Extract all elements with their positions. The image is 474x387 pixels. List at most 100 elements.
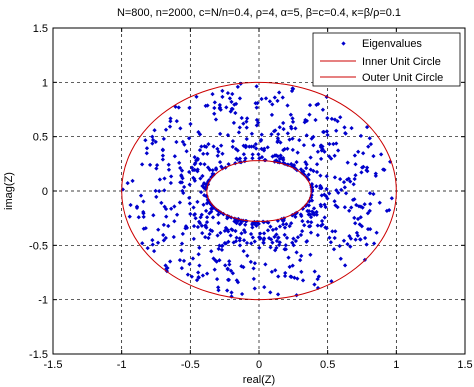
eigenvalue-point bbox=[205, 165, 211, 170]
eigenvalue-point bbox=[145, 246, 150, 251]
eigenvalue-point bbox=[195, 199, 200, 205]
eigenvalue-point bbox=[253, 101, 258, 106]
eigenvalue-point bbox=[150, 237, 155, 243]
eigenvalue-point bbox=[285, 146, 290, 151]
eigenvalue-point bbox=[225, 227, 230, 233]
eigenvalue-point bbox=[241, 143, 246, 148]
eigenvalue-point bbox=[281, 126, 286, 132]
eigenvalue-point bbox=[295, 276, 300, 281]
eigenvalue-point bbox=[293, 238, 298, 244]
eigenvalue-point bbox=[162, 204, 167, 209]
eigenvalue-point bbox=[232, 219, 237, 224]
eigenvalue-point bbox=[254, 146, 259, 151]
eigenvalue-point bbox=[241, 249, 246, 254]
eigenvalue-point bbox=[259, 146, 264, 151]
x-tick-label: -1 bbox=[117, 359, 127, 371]
eigenvalue-point bbox=[353, 221, 358, 226]
eigenvalue-point bbox=[252, 286, 257, 291]
eigenvalue-point bbox=[304, 239, 309, 244]
eigenvalue-point bbox=[220, 88, 225, 94]
eigenvalue-point bbox=[287, 137, 292, 142]
eigenvalue-point bbox=[336, 148, 341, 153]
eigenvalue-point bbox=[194, 94, 199, 99]
eigenvalue-point bbox=[239, 291, 245, 297]
eigenvalue-point bbox=[311, 143, 316, 148]
eigenvalue-point bbox=[324, 174, 329, 179]
eigenvalue-point bbox=[298, 212, 303, 217]
eigenvalue-point bbox=[322, 215, 327, 220]
eigenvalue-point bbox=[277, 224, 283, 229]
eigenvalue-point bbox=[160, 153, 166, 158]
eigenvalue-point bbox=[330, 229, 335, 234]
eigenvalue-point bbox=[200, 273, 206, 278]
y-tick-label: 0.5 bbox=[33, 132, 48, 144]
eigenvalue-point bbox=[248, 231, 254, 237]
eigenvalue-point bbox=[287, 224, 292, 229]
eigenvalue-point bbox=[206, 142, 211, 147]
eigenvalue-point bbox=[362, 235, 368, 241]
eigenvalue-point bbox=[318, 204, 324, 209]
eigenvalue-point bbox=[150, 242, 155, 247]
eigenvalue-point bbox=[275, 292, 281, 297]
legend-label-inner-circle: Inner Unit Circle bbox=[362, 56, 441, 68]
eigenvalue-point bbox=[191, 223, 197, 229]
eigenvalue-point bbox=[283, 270, 288, 276]
eigenvalue-point bbox=[179, 241, 185, 246]
eigenvalue-point bbox=[359, 224, 365, 229]
eigenvalue-point bbox=[295, 150, 300, 155]
eigenvalue-point bbox=[213, 166, 219, 171]
circles bbox=[121, 81, 397, 301]
eigenvalue-point bbox=[356, 149, 361, 154]
eigenvalue-point bbox=[237, 125, 242, 130]
eigenvalue-point bbox=[312, 282, 317, 287]
eigenvalue-point bbox=[300, 278, 306, 283]
eigenvalue-point bbox=[177, 160, 182, 165]
eigenvalue-point bbox=[294, 159, 299, 165]
x-tick-label: -1.5 bbox=[44, 359, 63, 371]
eigenvalue-point bbox=[306, 209, 312, 214]
legend-label-outer-circle: Outer Unit Circle bbox=[362, 72, 443, 84]
eigenvalue-point bbox=[275, 154, 280, 159]
eigenvalue-point bbox=[210, 168, 215, 173]
eigenvalue-point bbox=[163, 235, 168, 241]
eigenvalue-point bbox=[319, 148, 324, 153]
eigenvalue-point bbox=[374, 230, 379, 235]
eigenvalue-point bbox=[152, 128, 157, 133]
eigenvalue-point bbox=[205, 271, 210, 276]
eigenvalue-point bbox=[290, 263, 295, 268]
x-tick-label: -0.5 bbox=[181, 359, 200, 371]
eigenvalue-point bbox=[197, 132, 203, 137]
eigenvalue-point bbox=[203, 224, 208, 229]
eigenvalue-point bbox=[284, 235, 290, 241]
eigenvalue-point bbox=[168, 259, 173, 264]
eigenvalue-point bbox=[181, 184, 187, 190]
eigenvalue-point bbox=[262, 146, 267, 151]
eigenvalue-point bbox=[257, 156, 262, 161]
outer-unit-circle bbox=[121, 81, 397, 301]
eigenvalue-point bbox=[182, 142, 187, 147]
eigenvalue-point bbox=[171, 234, 176, 240]
eigenvalue-point bbox=[220, 94, 225, 99]
eigenvalue-point bbox=[172, 204, 177, 209]
eigenvalue-point bbox=[348, 236, 354, 241]
eigenvalue-point bbox=[239, 231, 244, 236]
eigenvalue-point bbox=[278, 140, 283, 145]
eigenvalue-point bbox=[234, 235, 239, 240]
eigenvalue-point bbox=[223, 263, 228, 268]
eigenvalue-point bbox=[268, 224, 273, 229]
y-tick-label: -0.5 bbox=[29, 240, 48, 252]
eigenvalue-point bbox=[327, 191, 332, 196]
eigenvalue-point bbox=[248, 259, 253, 265]
eigenvalue-point bbox=[143, 138, 148, 143]
eigenvalue-point bbox=[230, 139, 236, 144]
eigenvalue-point bbox=[230, 106, 235, 112]
eigenvalue-point bbox=[300, 206, 306, 211]
eigenvalue-point bbox=[231, 120, 237, 126]
eigenvalue-point bbox=[310, 211, 315, 217]
eigenvalue-point bbox=[202, 144, 207, 149]
eigenvalue-point bbox=[366, 144, 371, 149]
x-tick-label: 0 bbox=[256, 359, 262, 371]
eigenvalue-point bbox=[241, 152, 246, 157]
eigenvalue-point bbox=[162, 176, 167, 181]
eigenvalue-point bbox=[216, 285, 221, 290]
